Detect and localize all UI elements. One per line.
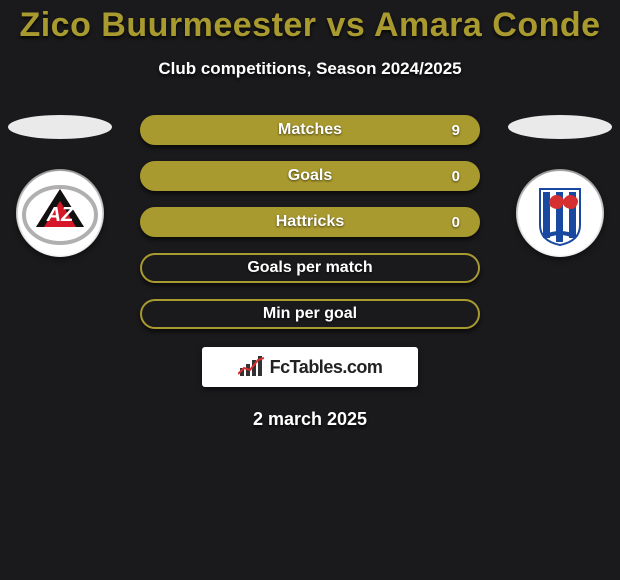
stat-label: Goals [288,167,332,185]
subtitle: Club competitions, Season 2024/2025 [0,59,620,79]
content-area: AZ Matches 9 [0,115,620,430]
stat-label: Matches [278,121,342,139]
stat-rows: Matches 9 Goals 0 Hattricks 0 Goals per … [140,115,480,329]
az-badge-icon: AZ [16,169,104,257]
right-player-side [500,115,620,257]
left-player-side: AZ [0,115,120,257]
stat-value: 0 [452,168,460,185]
comparison-card: Zico Buurmeester vs Amara Conde Club com… [0,0,620,580]
stat-label: Goals per match [247,259,372,277]
stat-row-goals: Goals 0 [140,161,480,191]
heerenveen-badge-icon [516,169,604,257]
stat-label: Hattricks [276,213,344,231]
az-badge-text: AZ [46,204,74,226]
branding-text: FcTables.com [270,357,383,378]
stat-row-matches: Matches 9 [140,115,480,145]
branding-box: FcTables.com [202,347,418,387]
stat-label: Min per goal [263,305,357,323]
left-club-badge: AZ [16,169,104,257]
stat-value: 0 [452,214,460,231]
stat-row-hattricks: Hattricks 0 [140,207,480,237]
right-flag-icon [508,115,612,139]
chart-bars-icon [238,356,264,378]
right-club-badge [516,169,604,257]
date-text: 2 march 2025 [0,409,620,430]
stat-value: 9 [452,122,460,139]
page-title: Zico Buurmeester vs Amara Conde [0,0,620,45]
stat-row-min-per-goal: Min per goal [140,299,480,329]
left-flag-icon [8,115,112,139]
stat-row-goals-per-match: Goals per match [140,253,480,283]
